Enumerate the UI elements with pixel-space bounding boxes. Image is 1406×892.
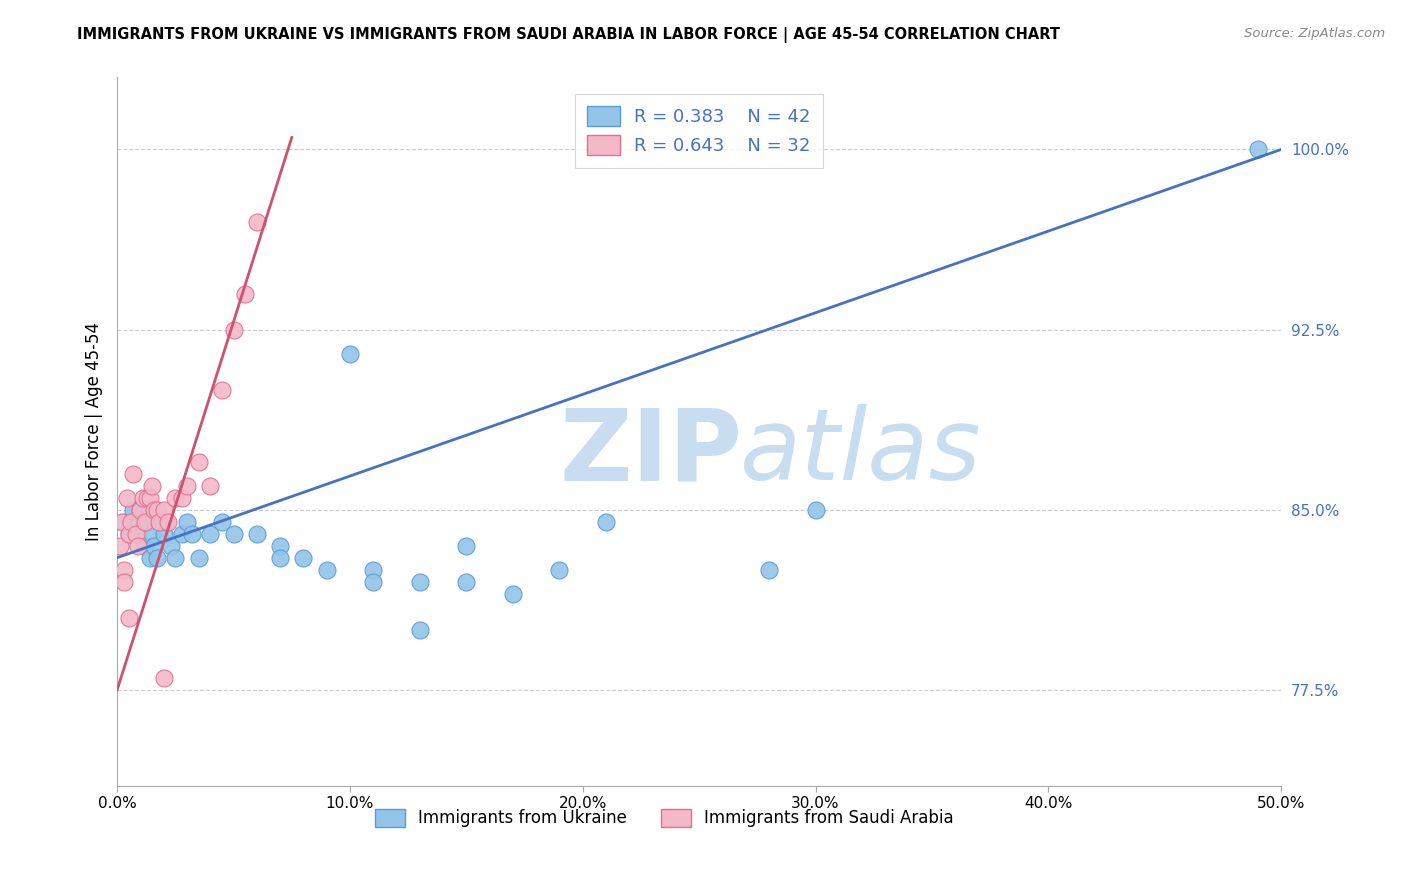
Point <box>361 563 384 577</box>
Point <box>200 526 222 541</box>
Point <box>136 491 159 505</box>
Point <box>157 515 180 529</box>
Point <box>233 286 256 301</box>
Point <box>143 502 166 516</box>
Point <box>125 526 148 541</box>
Point <box>187 550 209 565</box>
Point <box>187 455 209 469</box>
Point <box>108 539 131 553</box>
Point <box>361 574 384 589</box>
Point <box>112 563 135 577</box>
Point <box>211 515 233 529</box>
Point <box>129 502 152 516</box>
Point <box>139 550 162 565</box>
Point <box>143 539 166 553</box>
Point <box>804 502 827 516</box>
Text: Source: ZipAtlas.com: Source: ZipAtlas.com <box>1244 27 1385 40</box>
Point <box>122 502 145 516</box>
Point <box>136 515 159 529</box>
Point <box>292 550 315 565</box>
Point <box>176 478 198 492</box>
Text: atlas: atlas <box>740 404 981 501</box>
Point <box>115 491 138 505</box>
Point <box>132 515 155 529</box>
Point <box>269 550 291 565</box>
Point <box>339 346 361 360</box>
Point <box>141 478 163 492</box>
Point <box>456 574 478 589</box>
Point <box>152 526 174 541</box>
Point <box>269 539 291 553</box>
Point <box>315 563 337 577</box>
Point <box>145 502 167 516</box>
Point <box>200 478 222 492</box>
Point <box>758 563 780 577</box>
Point <box>172 526 194 541</box>
Point <box>165 550 187 565</box>
Legend: Immigrants from Ukraine, Immigrants from Saudi Arabia: Immigrants from Ukraine, Immigrants from… <box>368 802 960 834</box>
Point <box>409 623 432 637</box>
Point <box>155 515 177 529</box>
Point <box>127 539 149 553</box>
Point <box>159 539 181 553</box>
Point <box>152 671 174 685</box>
Point <box>246 214 269 228</box>
Point <box>125 526 148 541</box>
Text: IMMIGRANTS FROM UKRAINE VS IMMIGRANTS FROM SAUDI ARABIA IN LABOR FORCE | AGE 45-: IMMIGRANTS FROM UKRAINE VS IMMIGRANTS FR… <box>77 27 1060 43</box>
Point <box>129 502 152 516</box>
Point <box>134 539 156 553</box>
Point <box>112 515 135 529</box>
Point <box>502 587 524 601</box>
Point <box>120 515 142 529</box>
Point <box>111 515 134 529</box>
Point <box>409 574 432 589</box>
Point <box>1247 143 1270 157</box>
Point <box>222 322 245 336</box>
Point <box>118 526 141 541</box>
Point <box>165 491 187 505</box>
Point <box>148 515 170 529</box>
Point <box>112 574 135 589</box>
Point <box>172 491 194 505</box>
Point <box>548 563 571 577</box>
Point <box>134 515 156 529</box>
Point <box>595 515 617 529</box>
Point <box>141 526 163 541</box>
Point <box>176 515 198 529</box>
Point <box>180 526 202 541</box>
Point <box>222 526 245 541</box>
Text: ZIP: ZIP <box>560 404 742 501</box>
Point <box>132 491 155 505</box>
Point <box>152 502 174 516</box>
Point <box>118 526 141 541</box>
Point <box>456 539 478 553</box>
Point <box>211 383 233 397</box>
Point <box>246 526 269 541</box>
Point <box>118 610 141 624</box>
Point <box>145 550 167 565</box>
Y-axis label: In Labor Force | Age 45-54: In Labor Force | Age 45-54 <box>86 322 103 541</box>
Point <box>122 467 145 481</box>
Point <box>139 491 162 505</box>
